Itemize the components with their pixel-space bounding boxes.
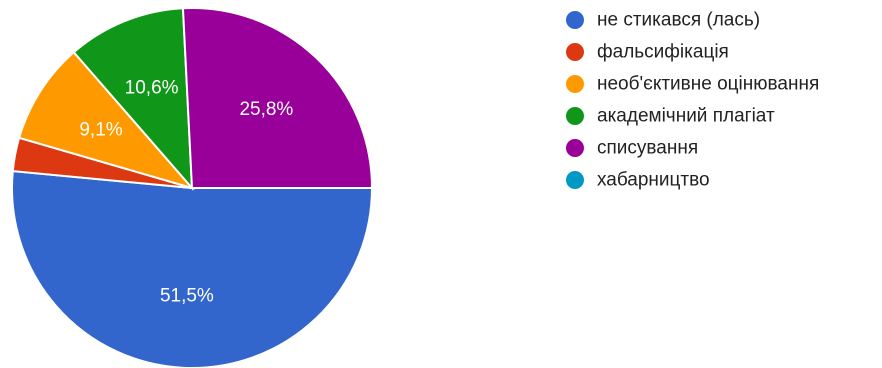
pie-slice-0 — [11, 169, 374, 368]
legend-item: списування — [566, 138, 698, 159]
legend-item: необ'єктивне оцінювання — [566, 74, 819, 95]
pie-slice-4 — [181, 7, 374, 189]
legend-item: хабарництво — [566, 170, 710, 191]
pie-slice-label-4: 25,8% — [239, 99, 293, 120]
legend-label-0: не стикався (лась) — [597, 10, 760, 31]
legend-marker-1 — [566, 43, 584, 61]
legend-item: не стикався (лась) — [566, 10, 760, 31]
legend-marker-5 — [566, 171, 584, 189]
pie-slices — [11, 7, 374, 368]
pie-slice-label-2: 9,1% — [79, 119, 122, 140]
legend-label-5: хабарництво — [597, 170, 710, 191]
legend-label-3: академічний плагіат — [597, 106, 775, 127]
legend: не стикався (лась) фальсифікація необ'єкти… — [566, 10, 819, 191]
legend-marker-0 — [566, 11, 584, 29]
pie-slice-label-0: 51,5% — [160, 285, 214, 306]
legend-marker-4 — [566, 139, 584, 157]
pie-slice-2 — [17, 50, 195, 190]
legend-label-2: необ'єктивне оцінювання — [597, 74, 819, 95]
legend-item: академічний плагіат — [566, 106, 775, 127]
pie-slice-3 — [72, 7, 194, 191]
legend-marker-3 — [566, 107, 584, 125]
legend-marker-2 — [566, 75, 584, 93]
pie-slice-labels: 51,5% 9,1%10,6% 25,8% — [79, 77, 293, 306]
pie-slice-label-3: 10,6% — [125, 77, 179, 98]
legend-label-1: фальсифікація — [597, 42, 729, 63]
legend-label-4: списування — [597, 138, 698, 159]
legend-item: фальсифікація — [566, 42, 729, 63]
